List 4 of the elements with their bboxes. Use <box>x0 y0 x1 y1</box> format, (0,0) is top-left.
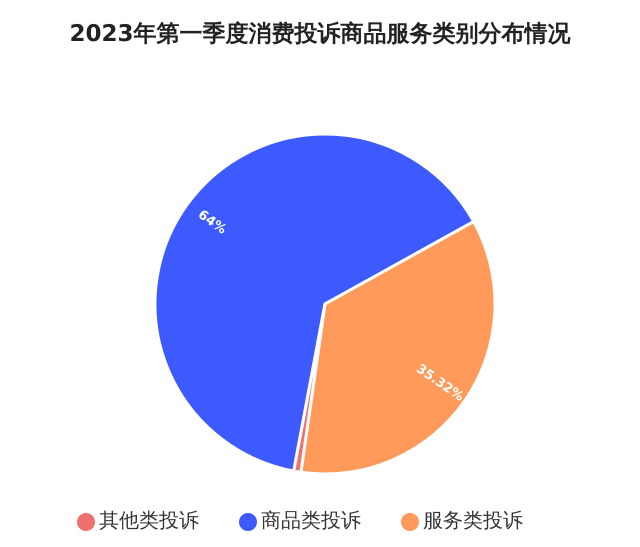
legend-label: 商品类投诉 <box>261 508 361 532</box>
chart-title: 2023年第一季度消费投诉商品服务类别分布情况 <box>68 20 572 49</box>
legend-label: 其他类投诉 <box>99 508 199 532</box>
legend-label: 服务类投诉 <box>423 508 523 532</box>
